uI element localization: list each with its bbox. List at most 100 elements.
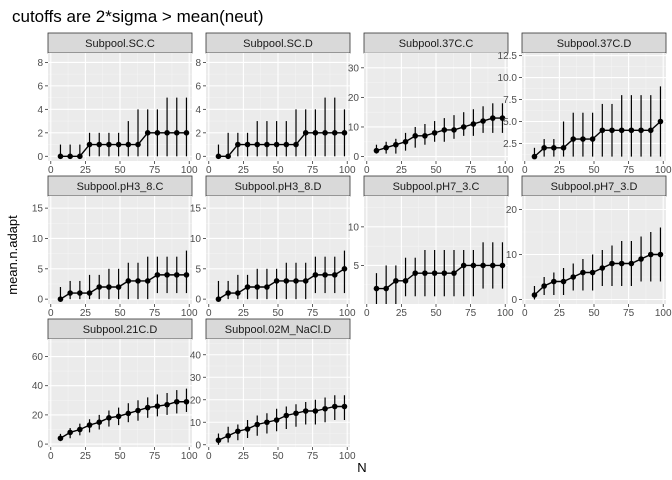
data-point	[254, 421, 261, 428]
x-tick-label: 100	[497, 165, 514, 176]
data-point	[135, 141, 141, 148]
y-tick-label: 5	[195, 264, 201, 275]
y-tick-label: 0	[37, 152, 43, 163]
x-tick-label: 75	[465, 308, 477, 319]
y-tick-label: 10	[32, 234, 44, 245]
facet-strip-label: Subpool.SC.C	[85, 38, 155, 50]
x-tick-label: 25	[238, 451, 250, 462]
data-point	[609, 260, 615, 267]
data-point	[86, 141, 93, 148]
data-point	[412, 270, 419, 276]
data-point	[67, 290, 73, 296]
data-point	[57, 153, 64, 160]
y-tick-label: 8	[37, 58, 43, 69]
x-tick-label: 25	[396, 165, 408, 176]
data-point	[628, 127, 635, 134]
y-tick-label: 10	[348, 222, 360, 233]
data-point	[647, 251, 654, 258]
data-point	[383, 285, 389, 292]
data-point	[302, 408, 309, 414]
data-point	[638, 127, 644, 134]
x-tick-label: 50	[272, 451, 284, 462]
facet-panels: Subpool.SC.C0 25 50 75 10002468Subpool.SC.D0…	[32, 32, 672, 462]
facet-strip-label: Subpool.37C.D	[557, 38, 632, 50]
y-tick-label: 40	[32, 381, 44, 392]
data-point	[312, 130, 319, 136]
x-tick-label: 75	[149, 451, 161, 462]
data-point	[499, 262, 506, 269]
data-point	[273, 278, 280, 284]
y-tick-label: 10	[190, 418, 202, 429]
x-tick-label: 75	[307, 308, 319, 319]
data-point	[293, 278, 299, 284]
data-point	[480, 118, 486, 124]
data-point	[96, 419, 103, 425]
facet-panel: Subpool.pH7_3.C 0 25 50 75 100 5 10	[348, 175, 514, 319]
data-point	[322, 405, 328, 412]
data-point	[215, 437, 222, 444]
data-point	[125, 410, 132, 417]
y-tick-label: 0	[37, 440, 43, 451]
data-point	[273, 141, 280, 148]
y-tick-label: 20	[32, 410, 44, 421]
data-point	[173, 272, 180, 278]
x-tick-label: 50	[114, 165, 126, 176]
data-point	[599, 127, 606, 134]
data-point	[580, 269, 586, 276]
x-tick-label: 100	[339, 308, 356, 319]
y-tick-label: 12.5	[498, 51, 518, 62]
y-tick-label: 30	[348, 63, 360, 74]
y-tick-label: 20	[190, 395, 202, 406]
data-point	[422, 133, 428, 139]
data-point	[115, 141, 122, 148]
data-point	[341, 130, 348, 136]
facet-strip-label: Subpool.02M_NaCl.D	[225, 324, 331, 336]
data-point	[470, 121, 477, 127]
facet-strip-label: Subpool.21C.D	[83, 324, 158, 336]
data-point	[293, 410, 299, 417]
data-point	[599, 265, 606, 271]
data-point	[57, 296, 64, 302]
x-tick-label: 0	[48, 308, 54, 319]
data-point	[618, 260, 625, 267]
data-point	[393, 141, 399, 148]
data-point	[531, 153, 538, 160]
data-point	[67, 429, 73, 436]
data-point	[77, 153, 83, 160]
data-point	[283, 412, 290, 419]
data-point	[273, 417, 280, 423]
facet-panel: Subpool.pH3_8.D 0 25 50 75 100 0 5 10 15	[190, 175, 356, 319]
data-point	[657, 118, 664, 125]
data-point	[154, 403, 161, 409]
y-tick-label: 2.5	[503, 139, 517, 150]
y-tick-label: 2	[195, 128, 201, 139]
x-tick-label: 50	[588, 165, 600, 176]
data-point	[235, 141, 241, 148]
data-point	[235, 290, 241, 296]
facet-panel: Subpool.02M_NaCl.D 0 25 50 75 100 0 10 20 30 40	[190, 318, 356, 462]
x-tick-label: 25	[396, 308, 408, 319]
data-point	[531, 292, 538, 298]
x-tick-label: 50	[430, 308, 442, 319]
facet-strip-label: Subpool.pH3_8.D	[235, 181, 322, 193]
x-tick-label: 50	[272, 308, 284, 319]
y-tick-label: 60	[32, 352, 44, 363]
data-point	[647, 127, 654, 134]
x-tick-label: 100	[181, 451, 198, 462]
data-point	[302, 278, 309, 284]
data-point	[106, 415, 112, 421]
y-tick-label: 0	[511, 295, 517, 306]
data-point	[235, 428, 241, 435]
data-point	[331, 130, 338, 136]
x-tick-label: 100	[655, 308, 672, 319]
data-point	[144, 278, 151, 284]
y-tick-label: 8	[195, 58, 201, 69]
data-point	[312, 272, 319, 278]
data-point	[541, 283, 547, 289]
x-tick-label: 75	[623, 308, 635, 319]
x-tick-label: 25	[80, 451, 92, 462]
data-point	[293, 141, 299, 148]
x-tick-label: 100	[181, 165, 198, 176]
x-tick-label: 25	[554, 165, 566, 176]
